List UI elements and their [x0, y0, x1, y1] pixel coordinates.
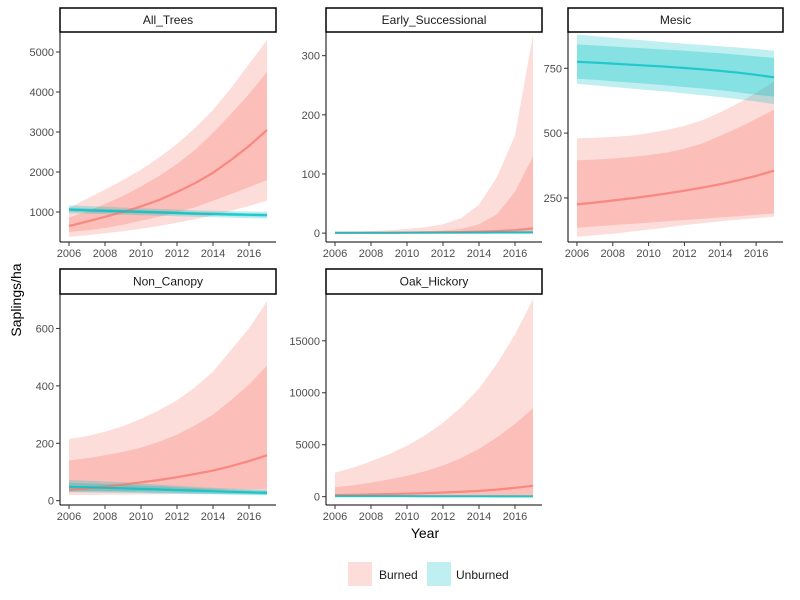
x-tick-label: 2012 — [165, 511, 189, 523]
strip-label: Non_Canopy — [133, 275, 203, 289]
x-tick-label: 2008 — [359, 511, 383, 523]
legend-key-burned — [348, 562, 372, 586]
x-tick-label: 2006 — [565, 248, 589, 260]
burned-inner-band — [69, 72, 267, 232]
burned-mean-line — [334, 484, 534, 497]
panel-mesic: Mesic 250 500 750 2006 2008 2010 2012 2014 2016 — [544, 7, 784, 260]
x-tick-label: 2010 — [129, 511, 153, 523]
panel-data-area — [68, 40, 268, 237]
x-tick-label: 2006 — [323, 248, 347, 260]
panel-data-area — [334, 299, 534, 498]
strip-label: Oak_Hickory — [400, 275, 469, 289]
y-tick-label: 400 — [36, 381, 54, 393]
x-tick-label: 2012 — [165, 248, 189, 260]
x-tick-label: 2006 — [57, 511, 81, 523]
panel-all-trees: All_Trees 1000 2000 3000 4000 5000 2006 2008 201… — [30, 7, 277, 260]
panel-data-area — [68, 301, 268, 496]
x-tick-label: 2014 — [467, 248, 491, 260]
y-tick-label: 0 — [48, 496, 54, 508]
unburned-mean-line — [68, 208, 268, 217]
y-tick-label: 750 — [544, 63, 562, 75]
x-axis-title: Year — [411, 525, 440, 541]
strip-box — [325, 7, 543, 33]
x-tick-label: 2012 — [672, 248, 696, 260]
y-tick-label: 4000 — [30, 87, 54, 99]
unburned-inner-band — [577, 44, 774, 97]
y-tick-label: 3000 — [30, 127, 54, 139]
y-tick-label: 0 — [314, 228, 320, 240]
x-tick-label: 2016 — [237, 511, 261, 523]
legend-label-burned: Burned — [379, 568, 418, 582]
x-tick-label: 2016 — [503, 511, 527, 523]
legend-label-unburned: Unburned — [456, 568, 509, 582]
strip-box — [59, 7, 277, 33]
x-tick-label: 2008 — [601, 248, 625, 260]
x-tick-label: 2010 — [395, 248, 419, 260]
unburned-outer-band — [577, 34, 774, 105]
x-tick-label: 2012 — [431, 248, 455, 260]
unburned-mean-line — [68, 485, 268, 494]
x-tick-label: 2012 — [431, 511, 455, 523]
y-tick-label: 300 — [302, 51, 320, 63]
y-axis-title: Saplings/ha — [8, 263, 24, 336]
burned-mean-line — [576, 169, 775, 206]
strip-box — [325, 268, 543, 295]
burned-outer-band — [69, 301, 267, 495]
legend-key-unburned — [427, 562, 451, 586]
y-tick-label: 200 — [36, 438, 54, 450]
y-tick-label: 10000 — [289, 388, 320, 400]
strip-box — [567, 7, 784, 33]
burned-outer-band — [69, 40, 267, 237]
burned-inner-band — [335, 408, 533, 497]
burned-outer-band — [335, 299, 533, 497]
x-tick-label: 2016 — [237, 248, 261, 260]
burned-mean-line — [68, 129, 268, 228]
x-tick-label: 2016 — [744, 248, 768, 260]
y-tick-label: 500 — [544, 128, 562, 140]
x-tick-label: 2006 — [57, 248, 81, 260]
y-tick-label: 1000 — [30, 207, 54, 219]
x-tick-label: 2014 — [201, 511, 225, 523]
strip-label: All_Trees — [143, 13, 193, 27]
y-tick-label: 2000 — [30, 167, 54, 179]
y-tick-label: 600 — [36, 323, 54, 335]
y-tick-label: 0 — [314, 492, 320, 504]
x-tick-label: 2008 — [93, 511, 117, 523]
panel-oak-hickory: Oak_Hickory 0 5000 10000 15000 2006 2008 2010 20… — [289, 268, 543, 523]
x-tick-label: 2010 — [636, 248, 660, 260]
legend: Burned Unburned — [348, 562, 509, 586]
burned-inner-band — [69, 365, 267, 493]
unburned-mean-line — [576, 60, 775, 79]
strip-box — [59, 268, 277, 295]
x-tick-label: 2008 — [359, 248, 383, 260]
burned-outer-band — [335, 35, 533, 234]
panel-non-canopy: Non_Canopy 0 200 400 600 2006 2008 2010 2012 2014… — [36, 268, 277, 523]
y-tick-label: 5000 — [30, 47, 54, 59]
panel-early-successional: Early_Successional 0 100 200 300 2006 2008 2010… — [302, 7, 543, 260]
y-tick-label: 200 — [302, 110, 320, 122]
x-tick-label: 2008 — [93, 248, 117, 260]
strip-label: Early_Successional — [382, 13, 487, 27]
y-tick-label: 15000 — [289, 336, 320, 348]
y-tick-label: 5000 — [296, 440, 320, 452]
x-tick-label: 2016 — [503, 248, 527, 260]
x-tick-label: 2006 — [323, 511, 347, 523]
strip-label: Mesic — [660, 13, 691, 27]
x-tick-label: 2010 — [129, 248, 153, 260]
x-tick-label: 2014 — [708, 248, 732, 260]
x-tick-label: 2014 — [467, 511, 491, 523]
burned-inner-band — [577, 109, 774, 228]
y-tick-label: 250 — [544, 193, 562, 205]
burned-inner-band — [335, 156, 533, 234]
x-tick-label: 2010 — [395, 511, 419, 523]
panel-data-area — [576, 34, 775, 237]
x-tick-label: 2014 — [201, 248, 225, 260]
panel-data-area — [335, 35, 534, 234]
y-tick-label: 100 — [302, 169, 320, 181]
